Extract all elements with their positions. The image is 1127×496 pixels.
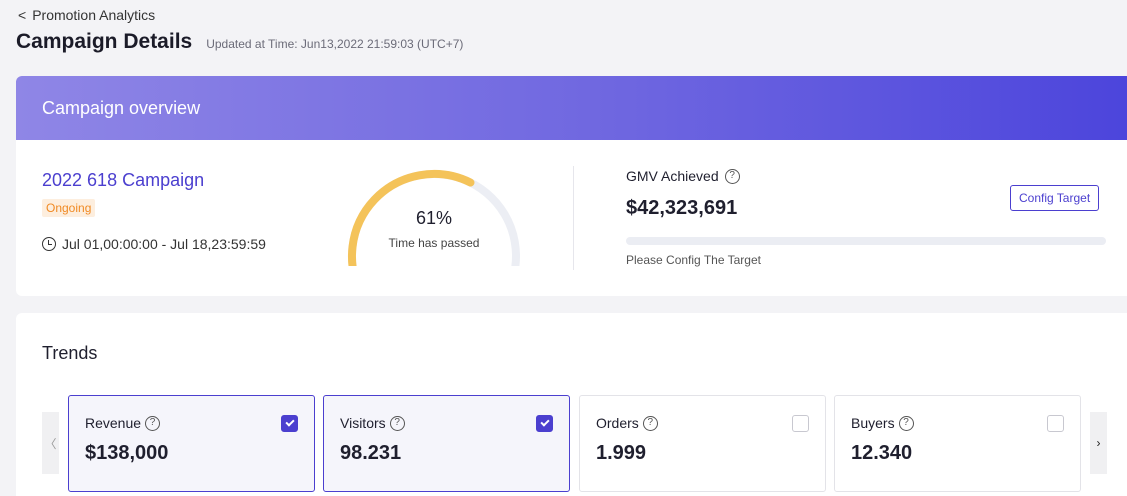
question-circle-icon[interactable]: ? bbox=[898, 415, 914, 431]
metric-value: 12.340 bbox=[851, 442, 913, 464]
check-icon bbox=[284, 417, 295, 427]
gmv-label: GMV Achieved ? bbox=[626, 168, 740, 184]
metric-value: $138,000 bbox=[85, 442, 169, 464]
status-badge: Ongoing bbox=[42, 199, 96, 217]
metric-checkbox[interactable] bbox=[281, 415, 298, 432]
overview-title: Campaign overview bbox=[42, 97, 201, 118]
date-range-text: Jul 01,00:00:00 - Jul 18,23:59:59 bbox=[62, 236, 266, 252]
title-row: Campaign Details Updated at Time: Jun13,… bbox=[16, 30, 463, 54]
metric-name-text: Buyers bbox=[851, 415, 895, 431]
updated-time: Updated at Time: Jun13,2022 21:59:03 (UT… bbox=[206, 37, 464, 51]
overview-body: 2022 618 Campaign Ongoing Jul 01,00:00:0… bbox=[16, 140, 1127, 296]
progress-note: Please Config The Target bbox=[626, 253, 761, 267]
metric-name-text: Orders bbox=[596, 415, 639, 431]
chevron-left-icon: < bbox=[18, 7, 27, 23]
divider bbox=[573, 166, 574, 270]
back-link[interactable]: < Promotion Analytics bbox=[18, 7, 155, 23]
gauge-fill bbox=[348, 170, 475, 266]
metric-name: Orders ? bbox=[596, 415, 658, 431]
metric-name: Visitors ? bbox=[340, 415, 405, 431]
time-passed-percent: 61% bbox=[415, 208, 453, 228]
metric-value: 98.231 bbox=[340, 442, 402, 464]
campaign-overview-card: Campaign overview 2022 618 Campaign Ongo… bbox=[16, 76, 1127, 296]
next-arrow-button[interactable]: › bbox=[1090, 412, 1107, 474]
metric-checkbox[interactable] bbox=[536, 415, 553, 432]
metric-name-text: Visitors bbox=[340, 415, 386, 431]
trends-title: Trends bbox=[42, 343, 98, 363]
metric-card-buyers[interactable]: Buyers ? 12.340 bbox=[834, 395, 1081, 492]
back-link-label: Promotion Analytics bbox=[32, 7, 156, 23]
clock-icon bbox=[42, 237, 56, 251]
question-circle-icon[interactable]: ? bbox=[724, 168, 740, 184]
time-passed-label: Time has passed bbox=[388, 236, 480, 250]
question-circle-icon[interactable]: ? bbox=[389, 415, 405, 431]
metric-card-orders[interactable]: Orders ? 1.999 bbox=[579, 395, 826, 492]
gmv-value: $42,323,691 bbox=[626, 197, 738, 219]
metric-card-revenue[interactable]: Revenue ? $138,000 bbox=[68, 395, 315, 492]
question-circle-icon[interactable]: ? bbox=[642, 415, 658, 431]
chevron-right-icon: › bbox=[1096, 436, 1101, 450]
trends-card: Trends 〈 Revenue ? $138,000 Visitors ? 9… bbox=[16, 313, 1127, 496]
metric-name: Buyers ? bbox=[851, 415, 914, 431]
page-title: Campaign Details bbox=[16, 30, 193, 53]
question-circle-icon[interactable]: ? bbox=[145, 415, 161, 431]
time-gauge bbox=[348, 169, 520, 266]
config-target-button[interactable]: Config Target bbox=[1010, 185, 1100, 211]
metric-checkbox[interactable] bbox=[1047, 415, 1064, 432]
metric-checkbox[interactable] bbox=[792, 415, 809, 432]
target-progress-bar bbox=[626, 237, 1106, 245]
metric-card-visitors[interactable]: Visitors ? 98.231 bbox=[323, 395, 570, 492]
metric-name: Revenue ? bbox=[85, 415, 161, 431]
campaign-name: 2022 618 Campaign bbox=[42, 170, 205, 190]
prev-arrow-button[interactable]: 〈 bbox=[42, 412, 59, 474]
metric-name-text: Revenue bbox=[85, 415, 142, 431]
gmv-label-text: GMV Achieved bbox=[626, 168, 719, 184]
chevron-left-icon: 〈 bbox=[44, 436, 57, 451]
metric-value: 1.999 bbox=[596, 442, 647, 464]
overview-header: Campaign overview bbox=[16, 76, 1127, 140]
date-range: Jul 01,00:00:00 - Jul 18,23:59:59 bbox=[42, 236, 266, 252]
check-icon bbox=[539, 417, 550, 427]
